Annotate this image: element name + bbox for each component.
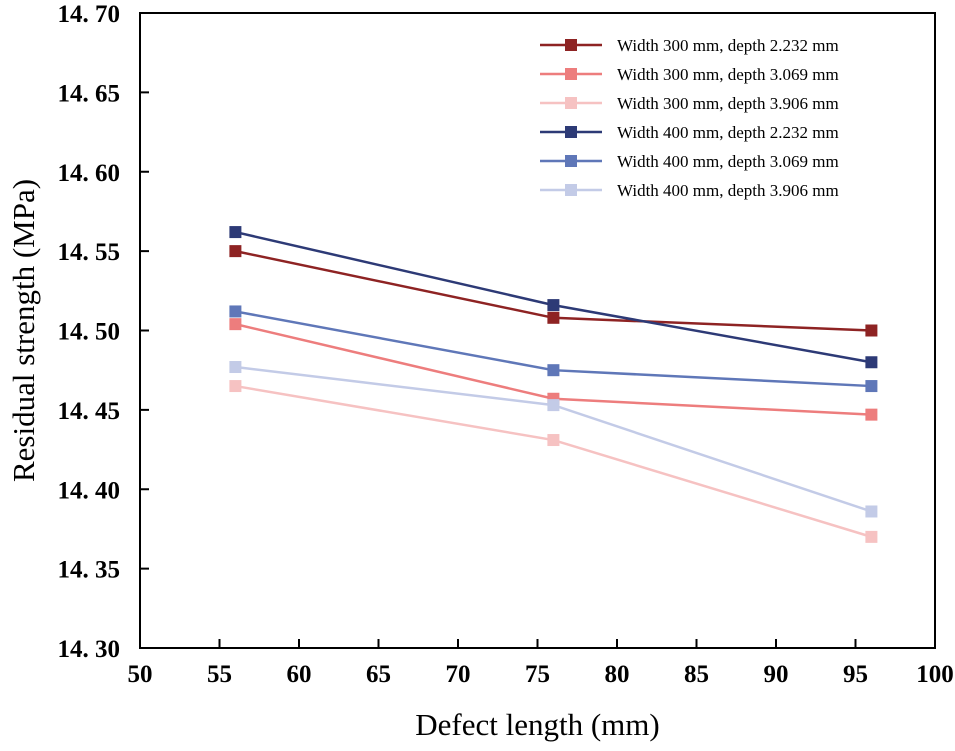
y-axis-title: Residual strength (MPa) (6, 179, 41, 482)
data-point-marker (865, 408, 878, 421)
y-tick-label: 14. 55 (58, 239, 121, 266)
legend-item: Width 400 mm, depth 3.069 mm (540, 152, 839, 171)
x-tick-label: 100 (916, 661, 954, 688)
x-tick-label: 50 (128, 661, 153, 688)
series-plot (229, 226, 878, 543)
legend-marker (565, 68, 577, 80)
data-point-marker (547, 434, 560, 447)
legend-item: Width 300 mm, depth 3.906 mm (540, 94, 839, 113)
series-width-400-mm-depth-3-069-mm (229, 305, 878, 393)
x-tick-label: 70 (446, 661, 471, 688)
data-point-marker (229, 380, 242, 393)
data-point-marker (865, 530, 878, 543)
y-tick-label: 14. 70 (58, 1, 121, 28)
y-tick-label: 14. 65 (58, 80, 121, 107)
x-tick-label: 65 (366, 661, 391, 688)
x-tick-label: 95 (843, 661, 868, 688)
y-tick-label: 14. 35 (58, 557, 121, 584)
x-tick-label: 85 (684, 661, 709, 688)
data-point-marker (229, 318, 242, 331)
legend-marker (565, 39, 577, 51)
legend-item: Width 300 mm, depth 3.069 mm (540, 65, 839, 84)
series-width-300-mm-depth-2-232-mm (229, 245, 878, 337)
legend-label: Width 400 mm, depth 3.906 mm (617, 181, 839, 200)
data-point-marker (229, 361, 242, 374)
y-tick-label: 14. 30 (58, 636, 121, 663)
x-tick-label: 75 (525, 661, 550, 688)
series-width-300-mm-depth-3-906-mm (229, 380, 878, 543)
data-point-marker (229, 226, 242, 239)
legend-item: Width 400 mm, depth 3.906 mm (540, 181, 839, 200)
legend-label: Width 300 mm, depth 3.069 mm (617, 65, 839, 84)
x-tick-label: 80 (605, 661, 630, 688)
data-point-marker (229, 245, 242, 258)
x-axis-title: Defect length (mm) (415, 707, 659, 742)
y-tick-label: 14. 50 (58, 319, 121, 346)
legend-marker (565, 155, 577, 167)
data-point-marker (229, 305, 242, 318)
series-width-300-mm-depth-3-069-mm (229, 318, 878, 421)
y-tick-label: 14. 45 (58, 398, 121, 425)
data-point-marker (865, 356, 878, 369)
series-width-400-mm-depth-3-906-mm (229, 361, 878, 518)
legend-label: Width 400 mm, depth 3.069 mm (617, 152, 839, 171)
x-tick-label: 90 (764, 661, 789, 688)
legend-item: Width 300 mm, depth 2.232 mm (540, 36, 839, 55)
legend-label: Width 300 mm, depth 3.906 mm (617, 94, 839, 113)
legend-label: Width 300 mm, depth 2.232 mm (617, 36, 839, 55)
legend: Width 300 mm, depth 2.232 mm Width 300 mm… (540, 36, 839, 200)
data-point-marker (547, 399, 560, 412)
legend-marker (565, 184, 577, 196)
data-point-marker (865, 380, 878, 393)
x-tick-label: 55 (207, 661, 232, 688)
data-point-marker (865, 324, 878, 337)
data-point-marker (547, 299, 560, 312)
data-point-marker (547, 311, 560, 324)
y-axis: 14. 30 14. 35 14. 40 14. 45 14. 50 14. 55 14. … (58, 1, 149, 663)
x-axis: 50 55 60 65 70 75 80 85 90 95 100 (128, 639, 954, 688)
data-point-marker (547, 364, 560, 377)
y-tick-label: 14. 60 (58, 160, 121, 187)
y-tick-label: 14. 40 (58, 477, 121, 504)
legend-label: Width 400 mm, depth 2.232 mm (617, 123, 839, 142)
legend-marker (565, 97, 577, 109)
series-width-400-mm-depth-2-232-mm (229, 226, 878, 369)
legend-item: Width 400 mm, depth 2.232 mm (540, 123, 839, 142)
x-tick-label: 60 (287, 661, 312, 688)
data-point-marker (865, 505, 878, 518)
legend-marker (565, 126, 577, 138)
